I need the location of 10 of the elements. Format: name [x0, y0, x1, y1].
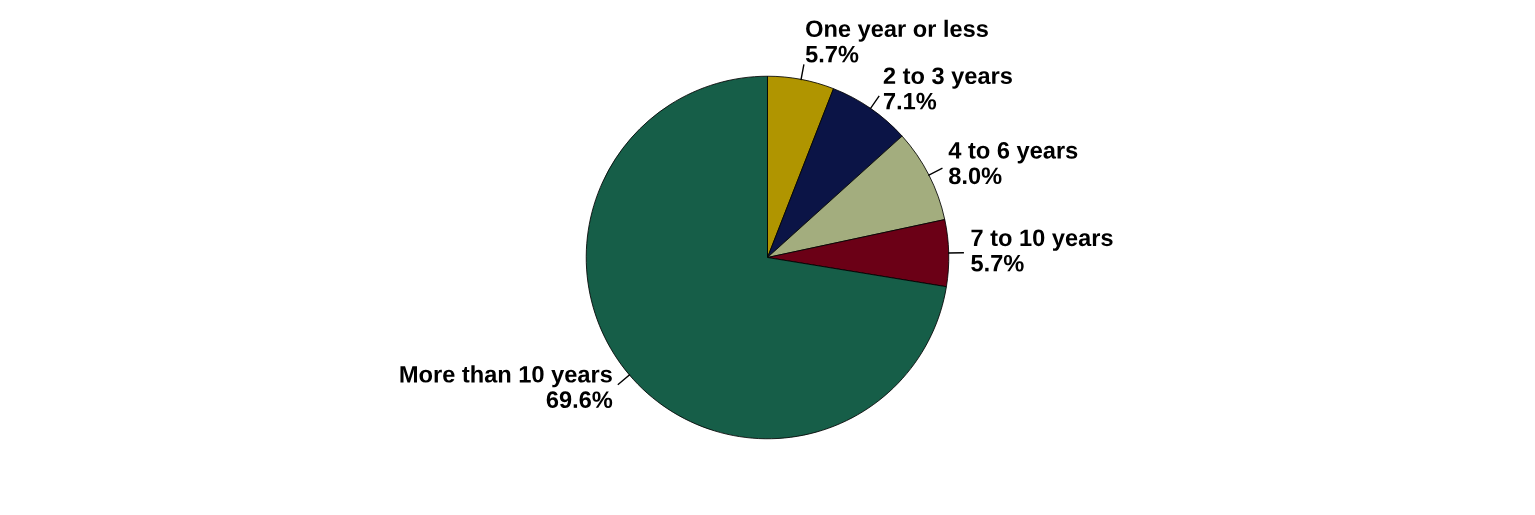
data-label: 7.1%	[883, 92, 937, 110]
slice-label: 4 to 6 years	[948, 142, 1078, 164]
slice-label: One year or less	[806, 19, 988, 42]
data-label: 5.7%	[805, 45, 859, 63]
data-label: 5.7%	[971, 254, 1024, 272]
slice-label: 7 to 10 years	[971, 229, 1113, 251]
data-label: 8.0%	[949, 167, 1002, 185]
slice-label: 2 to 3 years	[883, 67, 1012, 89]
slice-label: More than 10 years	[400, 365, 612, 388]
data-label: 69.6%	[546, 391, 613, 409]
